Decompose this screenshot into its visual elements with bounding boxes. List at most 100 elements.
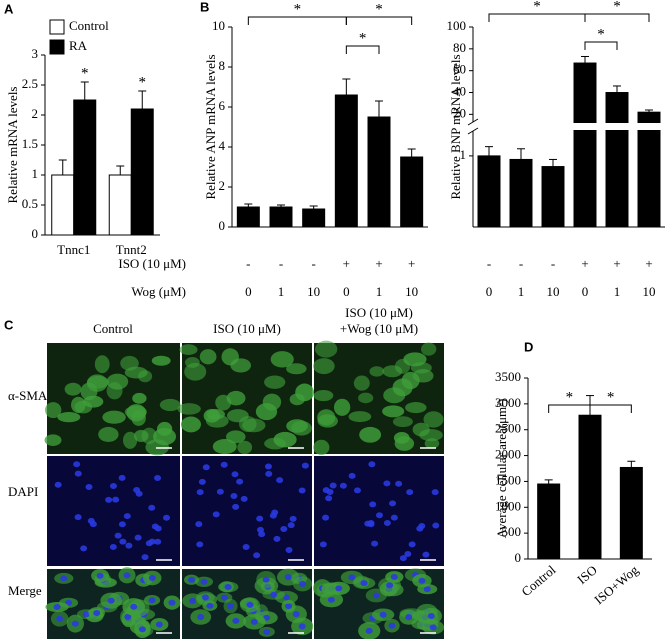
nucleus bbox=[216, 488, 224, 495]
y-tick-label: 80 bbox=[453, 40, 466, 55]
cell bbox=[179, 344, 198, 355]
nucleus bbox=[96, 572, 104, 579]
nucleus bbox=[80, 545, 88, 552]
nucleus bbox=[289, 515, 297, 522]
nucleus bbox=[130, 603, 138, 610]
bar bbox=[619, 466, 643, 560]
cell bbox=[410, 362, 432, 374]
nucleus bbox=[287, 522, 295, 529]
panel-label: A bbox=[4, 1, 14, 16]
column-header: +Wog (10 μM) bbox=[340, 321, 418, 336]
cells bbox=[319, 461, 440, 562]
nucleus bbox=[395, 480, 403, 487]
cell bbox=[317, 414, 338, 428]
row-value: 0 bbox=[343, 284, 350, 299]
nucleus bbox=[348, 472, 356, 479]
nucleus bbox=[231, 471, 239, 478]
nucleus bbox=[163, 514, 171, 521]
y-tick-label: 60 bbox=[453, 62, 466, 77]
nucleus bbox=[109, 482, 117, 489]
cell bbox=[382, 365, 403, 378]
panel-label: C bbox=[4, 317, 14, 332]
panel-label: B bbox=[200, 0, 209, 14]
nucleus bbox=[60, 575, 68, 582]
cell bbox=[333, 398, 351, 416]
legend-swatch bbox=[49, 19, 65, 35]
nucleus bbox=[339, 482, 347, 489]
significance-bracket bbox=[488, 13, 586, 22]
bar bbox=[605, 92, 629, 228]
y-tick-label: 3500 bbox=[495, 369, 521, 384]
y-tick-label: 4 bbox=[219, 138, 226, 153]
nucleus bbox=[230, 493, 238, 500]
cells bbox=[54, 461, 171, 561]
nucleus bbox=[372, 592, 380, 599]
nucleus bbox=[74, 514, 82, 521]
significance-bracket bbox=[345, 16, 413, 25]
cell bbox=[421, 342, 437, 356]
bar bbox=[51, 174, 75, 236]
nucleus bbox=[429, 624, 437, 631]
nucleus bbox=[71, 620, 79, 627]
cell bbox=[348, 411, 372, 423]
nucleus bbox=[383, 480, 391, 487]
nucleus bbox=[364, 520, 372, 527]
nucleus bbox=[432, 522, 440, 529]
nucleus bbox=[390, 514, 398, 521]
significance-label: * bbox=[597, 26, 605, 42]
row-value: - bbox=[279, 256, 283, 271]
nucleus bbox=[271, 509, 279, 516]
bar bbox=[130, 108, 154, 236]
nucleus bbox=[406, 489, 414, 496]
bar bbox=[73, 99, 97, 236]
nucleus bbox=[418, 577, 426, 584]
nucleus bbox=[298, 623, 306, 630]
row-value: - bbox=[311, 256, 315, 271]
annotation: * bbox=[139, 74, 147, 90]
significance-bracket bbox=[345, 45, 380, 54]
nucleus bbox=[276, 477, 284, 484]
nucleus bbox=[206, 602, 214, 609]
panel-label: D bbox=[524, 339, 533, 354]
row-value: 0 bbox=[245, 284, 252, 299]
cell bbox=[314, 340, 338, 358]
y-tick-label: 1000 bbox=[495, 498, 521, 513]
nucleus bbox=[148, 504, 156, 511]
cell bbox=[313, 389, 334, 402]
cell bbox=[124, 366, 148, 379]
axis-break bbox=[467, 123, 667, 130]
nucleus bbox=[123, 513, 131, 520]
nucleus bbox=[285, 547, 293, 554]
nucleus bbox=[404, 550, 412, 557]
cell bbox=[392, 416, 413, 428]
cell bbox=[203, 408, 221, 423]
cell bbox=[359, 426, 382, 443]
nucleus bbox=[301, 462, 309, 469]
nucleus bbox=[135, 490, 143, 497]
nucleus bbox=[256, 515, 264, 522]
cell bbox=[405, 402, 427, 414]
nucleus bbox=[242, 543, 250, 550]
nucleus bbox=[263, 628, 271, 635]
nucleus bbox=[93, 609, 101, 616]
x-tick-label: Tnnt2 bbox=[116, 242, 147, 257]
cell bbox=[226, 409, 249, 423]
cell bbox=[94, 355, 110, 374]
nucleus bbox=[109, 543, 117, 550]
x-tick-label: ISO bbox=[574, 562, 600, 587]
cell bbox=[423, 411, 444, 428]
nucleus bbox=[262, 576, 270, 583]
nucleus bbox=[325, 495, 333, 502]
column-header: ISO (10 μM) bbox=[213, 321, 281, 336]
cell bbox=[177, 403, 201, 415]
cell bbox=[412, 422, 430, 437]
nucleus bbox=[388, 622, 396, 629]
break-mark bbox=[467, 127, 479, 135]
y-axis-label: Relative mRNA levels bbox=[5, 87, 20, 204]
cell bbox=[71, 396, 86, 413]
x-tick-label: Tnnc1 bbox=[57, 242, 90, 257]
nucleus bbox=[54, 481, 62, 488]
nucleus bbox=[390, 574, 398, 581]
cell bbox=[353, 375, 370, 391]
y-tick-label: 1 bbox=[460, 147, 467, 162]
